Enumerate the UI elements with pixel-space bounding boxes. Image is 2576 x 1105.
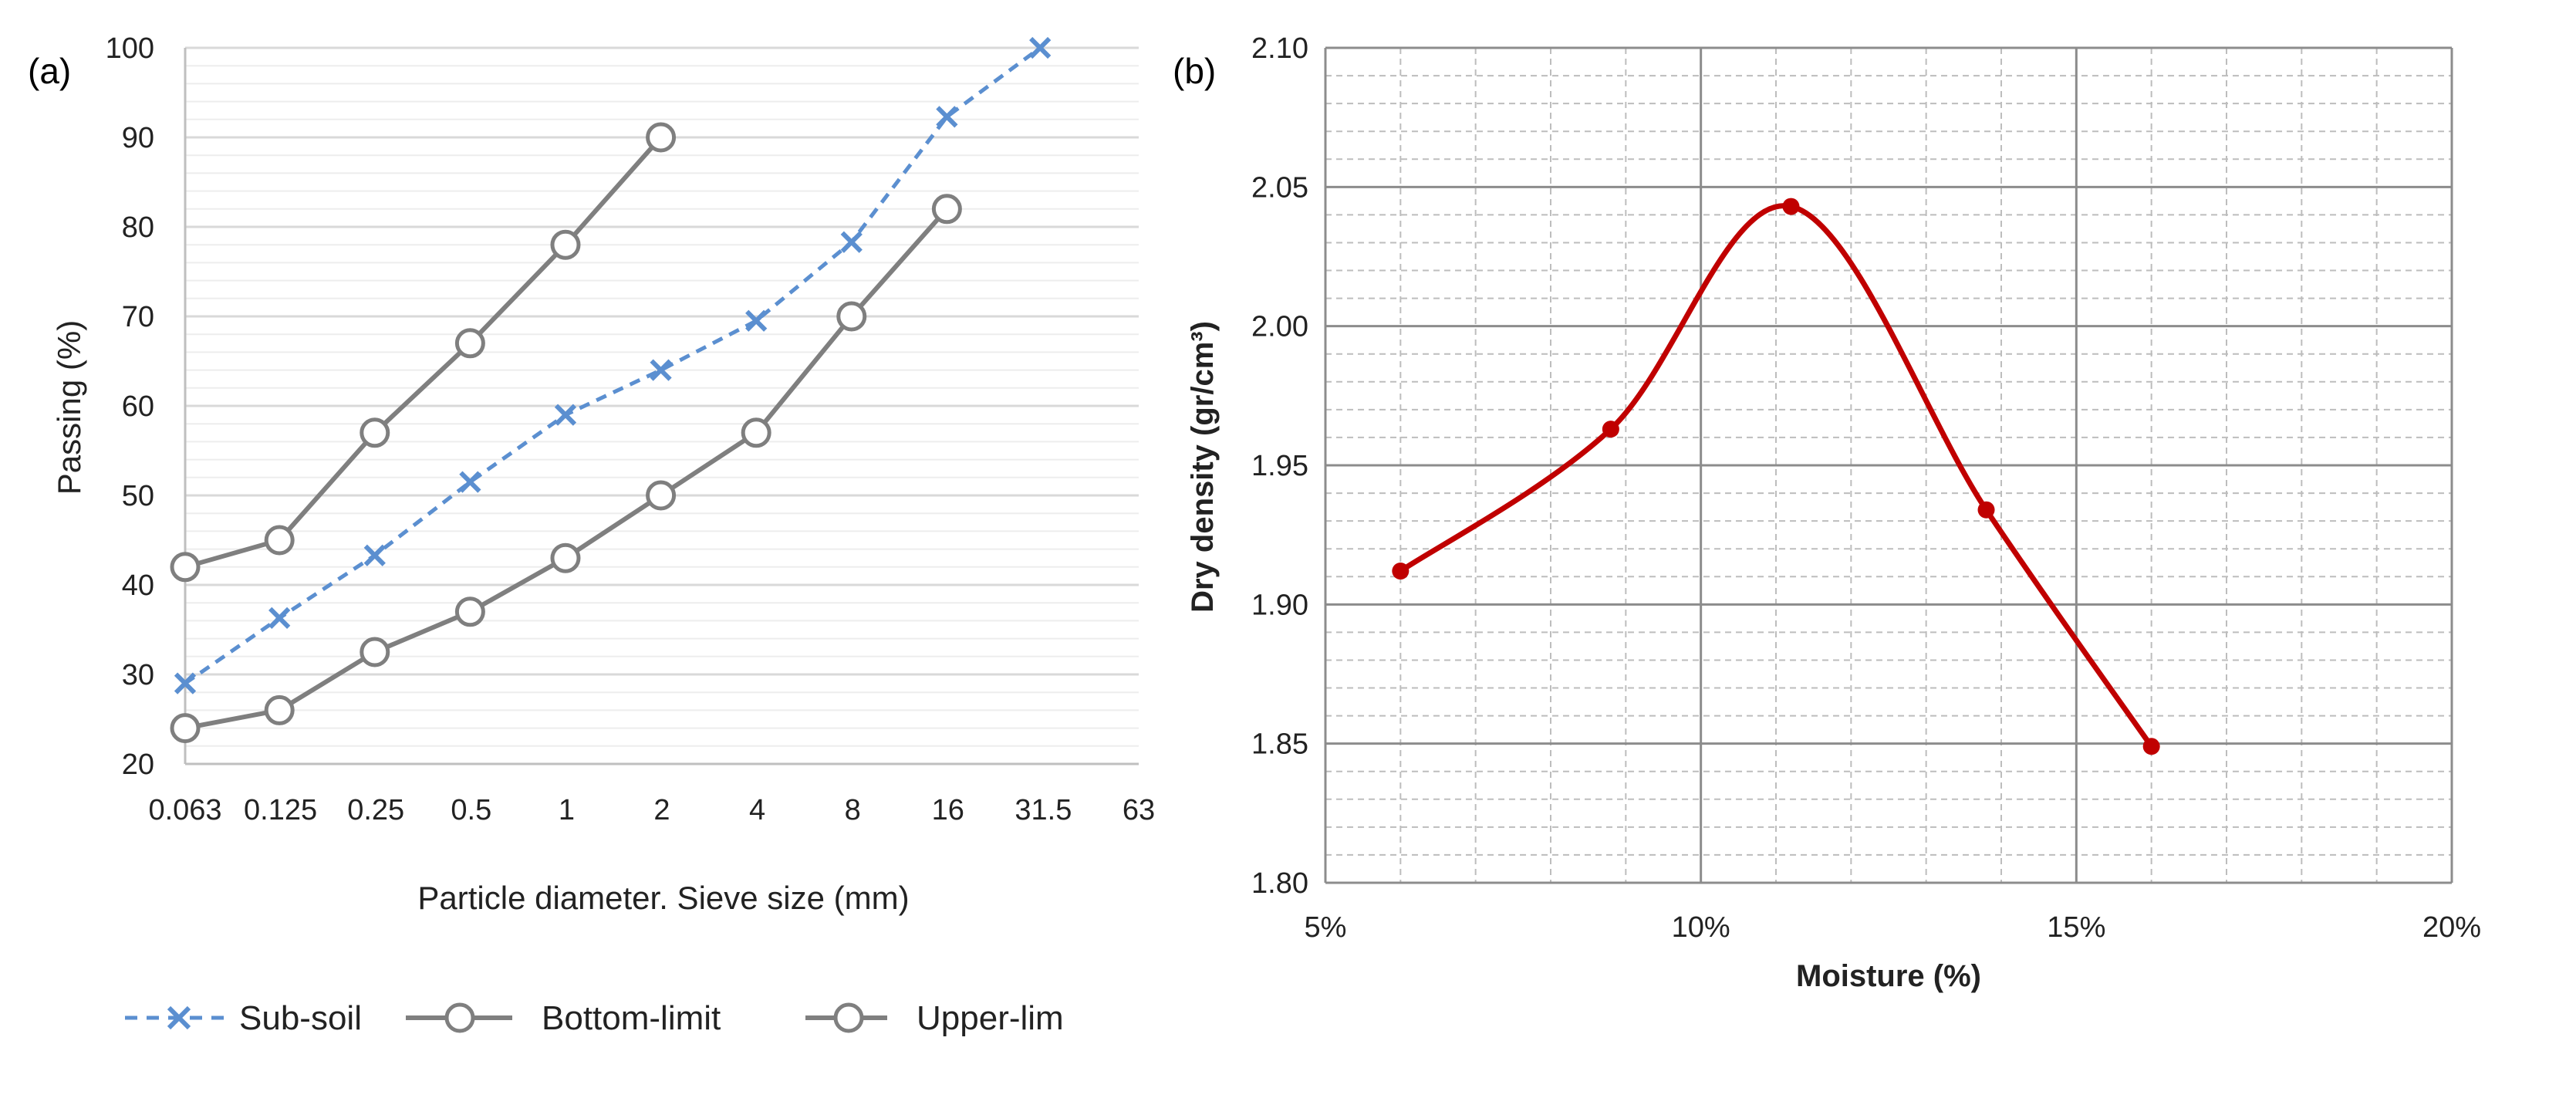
- panel-a-x-axis-title: Particle diameter. Sieve size (mm): [417, 880, 909, 916]
- panel-a-x-tick-label: 31.5: [1015, 794, 1072, 826]
- panel-a-data-point-x: [745, 309, 768, 332]
- panel-a-x-tick-label: 0.5: [451, 794, 491, 826]
- panel-a-data-point-circle: [170, 713, 201, 744]
- panel-a-data-point-circle: [646, 480, 677, 511]
- panel-a-series-line-2: [184, 136, 663, 569]
- panel-b-gridlines: [1324, 46, 2453, 884]
- panel-a-y-tick-label: 20: [122, 748, 154, 781]
- panel-a-y-tick-label: 90: [122, 122, 154, 154]
- legend-upper-lim-label: Upper-lim: [917, 999, 1064, 1037]
- panel-a-x-tick-label: 63: [1123, 794, 1155, 826]
- panel-b-y-tick-label: 1.90: [1251, 589, 1308, 621]
- panel-a-y-tick-label: 100: [106, 32, 154, 65]
- panel-a-data-point-circle: [264, 694, 295, 725]
- panel-a-data-point-circle: [646, 122, 677, 153]
- panel-a-data-point-x: [459, 471, 481, 493]
- panel-a-y-tick-label: 70: [122, 301, 154, 333]
- panel-a-y-tick-label: 40: [122, 569, 154, 602]
- legend-item-upper-lim: Upper-lim: [805, 999, 1064, 1037]
- panel-a-data-point-x: [268, 607, 291, 630]
- panel-a-gridlines: [185, 46, 1139, 765]
- panel-a-data-point-circle: [264, 525, 295, 556]
- panel-b-tick-labels: 1.80 1.85 1.90 1.95 2.00 2.05 2.10 5% 10% 15% 20%: [1251, 32, 2481, 944]
- panel-a-series-line-1: [184, 207, 949, 731]
- panel-a-legend: Sub-soil Bottom-limit Upper-lim: [125, 999, 1064, 1037]
- panel-a-data-point-circle: [550, 229, 581, 260]
- panel-a-axes: [184, 48, 1139, 765]
- legend-bottom-limit-marker: [444, 1002, 475, 1033]
- panel-b-x-tick-label: 20%: [2422, 911, 2481, 944]
- panel-a-data-point-circle: [836, 301, 867, 332]
- panel-b-compaction-chart: (b) 1.80 1.85 1.90 1.95 2.00 2.05 2.10 5% 10% 15%…: [1173, 32, 2481, 993]
- panel-b-data-point: [2142, 738, 2160, 755]
- panel-a-data-point-circle: [454, 328, 485, 359]
- legend-sub-soil-marker: [167, 1005, 191, 1030]
- panel-b-x-axis-title: Moisture (%): [1796, 959, 1981, 993]
- panel-a-data-point-circle: [550, 542, 581, 573]
- panel-b-y-axis-title: Dry density (gr/cm³): [1186, 321, 1220, 613]
- panel-a-data-point-x: [554, 404, 577, 426]
- panel-b-data-point: [1782, 198, 1800, 215]
- panel-b-data-point: [1392, 563, 1410, 580]
- panel-a-data-point-circle: [454, 596, 485, 627]
- legend-bottom-limit-label: Bottom-limit: [542, 999, 721, 1037]
- panel-a-x-tick-label: 16: [932, 794, 964, 826]
- panel-a-y-tick-label: 50: [122, 480, 154, 512]
- panel-b-label: (b): [1173, 51, 1216, 91]
- panel-a-data-point-circle: [170, 552, 201, 583]
- panel-a-x-tick-label: 4: [749, 794, 765, 826]
- panel-a-data-point-circle: [741, 417, 771, 448]
- panel-a-tick-labels: 20 30 40 50 60 70 80 90 100 0.063 0.125 0.25 0.5 1 2 4 8…: [106, 32, 1156, 826]
- panel-a-x-tick-label: 1: [559, 794, 575, 826]
- panel-a-series: [170, 36, 1052, 744]
- panel-a-y-axis-title: Passing (%): [51, 320, 87, 495]
- panel-a-data-point-x: [936, 106, 958, 128]
- panel-b-y-tick-label: 1.85: [1251, 728, 1308, 761]
- panel-a-x-tick-label: 8: [845, 794, 861, 826]
- panel-a-data-point-x: [840, 231, 863, 253]
- panel-a-data-point-circle: [360, 417, 390, 448]
- panel-a-y-tick-label: 80: [122, 211, 154, 244]
- panel-b-y-tick-label: 2.00: [1251, 311, 1308, 343]
- panel-a-y-tick-label: 60: [122, 390, 154, 423]
- panel-b-y-tick-label: 2.10: [1251, 32, 1308, 65]
- panel-b-y-tick-label: 1.95: [1251, 450, 1308, 482]
- panel-a-data-point-x: [363, 544, 386, 566]
- panel-a-x-tick-label: 0.25: [347, 794, 404, 826]
- panel-b-y-tick-label: 2.05: [1251, 171, 1308, 204]
- panel-a-x-tick-label: 0.063: [148, 794, 221, 826]
- panel-a-label: (a): [28, 51, 71, 91]
- panel-b-y-tick-label: 1.80: [1251, 867, 1308, 900]
- panel-b-data-point: [1977, 501, 1995, 519]
- panel-a-data-point-circle: [360, 637, 390, 667]
- legend-item-sub-soil: Sub-soil: [125, 999, 362, 1037]
- panel-a-data-point-circle: [931, 194, 962, 225]
- panel-b-series: [1392, 198, 2160, 755]
- panel-a-data-point-x: [650, 359, 672, 381]
- panel-a-x-tick-label: 2: [653, 794, 670, 826]
- panel-a-y-tick-label: 30: [122, 659, 154, 691]
- panel-a-series-line-0: [184, 46, 1042, 685]
- legend-upper-lim-marker: [833, 1002, 864, 1033]
- legend-item-bottom-limit: Bottom-limit: [406, 999, 721, 1037]
- panel-b-x-tick-label: 10%: [1672, 911, 1730, 944]
- panel-a-data-point-x: [1029, 36, 1052, 59]
- panel-b-data-point: [1602, 421, 1619, 438]
- panel-a-grain-size-chart: (a) 20 30 40 50 60 70 80 90 100 0.063 0.125 0.25 0.5…: [28, 32, 1155, 916]
- panel-b-x-tick-label: 5%: [1305, 911, 1347, 944]
- panel-a-data-point-x: [174, 672, 197, 694]
- panel-b-x-tick-label: 15%: [2047, 911, 2105, 944]
- legend-sub-soil-label: Sub-soil: [239, 999, 362, 1037]
- panel-a-x-tick-label: 0.125: [244, 794, 317, 826]
